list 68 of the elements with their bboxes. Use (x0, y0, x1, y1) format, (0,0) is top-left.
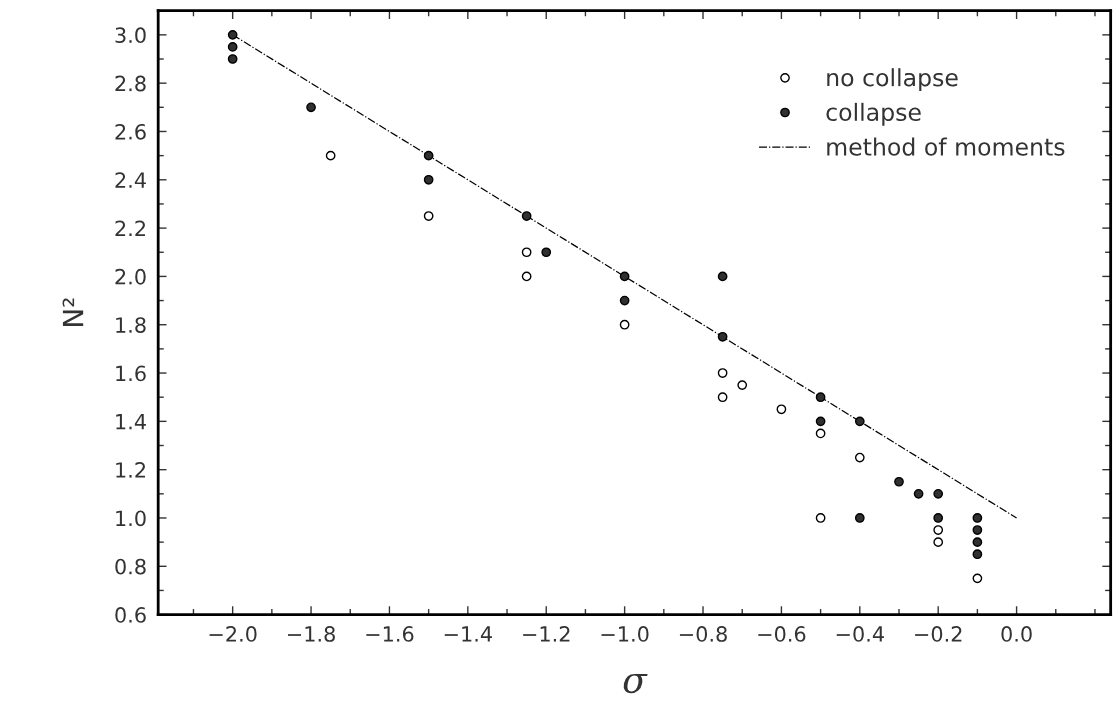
x-tick-label: −1.6 (366, 626, 414, 642)
x-axis-title: σ (623, 674, 648, 694)
y-tick-label: 2.6 (115, 123, 146, 140)
x-tick-label: −1.4 (444, 626, 492, 642)
point (619, 319, 630, 330)
point (854, 513, 865, 523)
y-tick-label: 2.8 (115, 75, 146, 92)
point (972, 537, 983, 547)
y-tick-label: 1.8 (116, 317, 146, 333)
x-tick-label: −1.8 (287, 626, 335, 642)
point (521, 247, 532, 258)
point (717, 331, 728, 342)
point (854, 452, 865, 463)
point (423, 211, 434, 221)
legend-label: collapse (826, 102, 921, 126)
x-tick-label: −0.8 (679, 626, 727, 642)
y-tick-label: 0.8 (115, 558, 146, 575)
point (972, 573, 983, 584)
point (325, 150, 336, 161)
point (854, 416, 865, 427)
point (815, 513, 826, 523)
x-tick-label: 0.0 (1001, 626, 1032, 642)
y-tick-label: 1.6 (116, 365, 146, 382)
point (972, 513, 983, 523)
point (933, 537, 944, 547)
point (619, 271, 630, 282)
point (815, 416, 826, 427)
y-tick-label: 0.6 (115, 607, 146, 623)
x-tick-label: −1.2 (523, 626, 570, 642)
y-tick-label: 1.0 (116, 510, 146, 527)
point (227, 29, 238, 40)
point (521, 271, 532, 282)
point (776, 404, 787, 415)
y-tick-label: 2.0 (115, 268, 146, 285)
point (815, 428, 826, 439)
point (717, 392, 728, 403)
y-tick-label: 3.0 (115, 27, 146, 44)
point (227, 42, 238, 52)
point (423, 174, 434, 185)
point (972, 525, 983, 535)
point (521, 211, 532, 221)
y-axis-title: N² (62, 298, 84, 326)
point (815, 392, 826, 403)
point (541, 247, 552, 258)
x-tick-label: −0.6 (758, 626, 806, 642)
legend-label: no collapse (827, 68, 958, 92)
y-tick-label: 2.2 (115, 220, 145, 237)
y-tick-label: 1.4 (116, 414, 146, 430)
point (894, 476, 904, 487)
x-tick-label: −0.4 (836, 626, 884, 642)
x-tick-label: −2.0 (209, 626, 257, 642)
point (227, 54, 238, 64)
point (933, 513, 944, 523)
point (717, 271, 728, 282)
point (737, 380, 748, 390)
x-tick-label: −0.2 (915, 626, 962, 642)
point (306, 102, 316, 113)
x-tick-label: −1.0 (601, 626, 649, 642)
point (913, 488, 924, 499)
point (972, 549, 983, 560)
y-tick-label: 1.2 (116, 462, 145, 478)
point (933, 525, 944, 535)
point (619, 295, 630, 306)
y-tick-label: 2.4 (115, 172, 146, 188)
point (933, 488, 944, 499)
legend-label: method of moments (827, 137, 1065, 156)
point (423, 150, 434, 161)
point (717, 368, 728, 378)
